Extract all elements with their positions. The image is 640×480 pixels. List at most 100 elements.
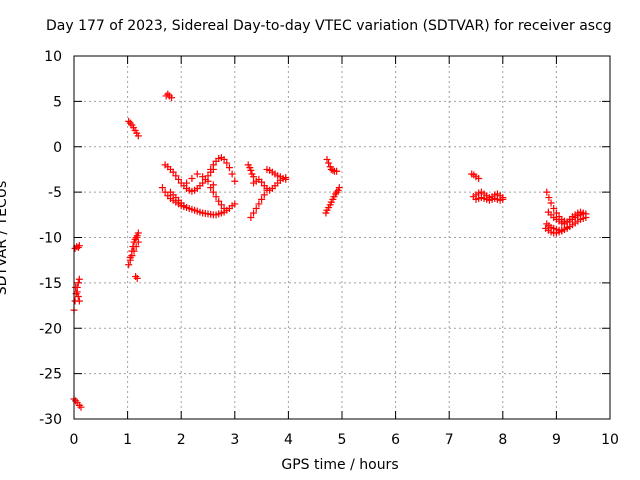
data-point xyxy=(545,194,553,202)
data-point xyxy=(250,173,258,181)
data-point xyxy=(543,188,551,196)
data-point xyxy=(325,159,333,167)
data-point xyxy=(175,175,183,183)
data-point xyxy=(323,155,331,163)
series-arc-12 xyxy=(207,154,239,185)
data-point xyxy=(199,173,207,181)
data-point xyxy=(335,184,343,192)
data-point xyxy=(75,242,83,250)
data-point xyxy=(260,191,268,199)
data-point xyxy=(75,275,83,283)
data-point xyxy=(183,179,191,187)
x-tick-label: 10 xyxy=(601,432,619,448)
data-point xyxy=(475,175,483,183)
data-point xyxy=(126,119,134,127)
data-point xyxy=(168,94,176,102)
data-point xyxy=(133,274,141,282)
y-tick-label: -25 xyxy=(39,367,62,383)
data-point xyxy=(220,155,228,163)
data-point xyxy=(77,403,85,411)
data-point xyxy=(164,90,172,98)
data-point xyxy=(563,224,571,232)
data-point xyxy=(74,243,82,251)
data-point xyxy=(180,202,188,210)
data-points xyxy=(70,90,590,411)
series-arc-03 xyxy=(72,283,83,305)
data-point xyxy=(72,397,80,405)
series-arc-27 xyxy=(544,208,587,228)
data-point xyxy=(258,195,266,203)
data-point xyxy=(193,170,201,178)
data-point xyxy=(204,177,212,185)
series-arc-21 xyxy=(323,155,341,175)
series-arc-14 xyxy=(207,184,228,212)
data-point xyxy=(220,204,228,212)
y-tick-label: 5 xyxy=(53,94,62,110)
x-tick-label: 8 xyxy=(498,432,507,448)
data-point xyxy=(209,188,217,196)
x-tick-label: 1 xyxy=(123,432,132,448)
y-tick-label: -15 xyxy=(39,276,62,292)
data-point xyxy=(130,247,138,255)
x-tick-label: 9 xyxy=(552,432,561,448)
data-point xyxy=(207,184,215,192)
y-tick-label: -30 xyxy=(39,412,62,428)
x-tick-label: 2 xyxy=(177,432,186,448)
grid-lines xyxy=(74,56,610,419)
data-point xyxy=(552,209,560,217)
series-arc-16 xyxy=(244,161,258,181)
y-tick-label: -5 xyxy=(48,185,62,201)
data-point xyxy=(199,179,207,187)
data-point xyxy=(209,161,217,169)
series-arc-15 xyxy=(166,188,188,210)
x-tick-label: 4 xyxy=(284,432,293,448)
data-point xyxy=(247,166,255,174)
y-tick-label: 0 xyxy=(53,140,62,156)
data-point xyxy=(134,238,142,246)
data-point xyxy=(132,243,140,251)
data-point xyxy=(132,273,140,281)
series-arc-07 xyxy=(126,238,142,264)
data-point xyxy=(169,168,177,176)
data-point xyxy=(231,200,239,208)
x-tick-label: 3 xyxy=(230,432,239,448)
data-point xyxy=(217,201,225,209)
data-point xyxy=(223,159,231,167)
x-tick-label: 0 xyxy=(70,432,79,448)
series-arc-05 xyxy=(125,117,142,140)
axis-ticks: 0 1 2 3 4 5 6 7 8 9 10 10 5 0 -5 -10 -15 -20 -25 -30 xyxy=(39,49,619,448)
data-point xyxy=(215,197,223,205)
data-point xyxy=(134,132,142,140)
data-point xyxy=(75,297,83,305)
data-point xyxy=(582,214,590,222)
data-point xyxy=(74,292,82,300)
y-tick-label: -10 xyxy=(39,231,62,247)
series-arc-19 xyxy=(263,165,290,183)
data-point xyxy=(547,199,555,207)
x-tick-label: 7 xyxy=(445,432,454,448)
data-point xyxy=(282,175,290,183)
data-point xyxy=(125,117,133,125)
data-point xyxy=(72,283,80,291)
series-arc-24 xyxy=(472,194,507,204)
data-point xyxy=(550,204,558,212)
series-arc-25 xyxy=(543,188,590,226)
data-point xyxy=(126,256,134,264)
plot-frame xyxy=(73,55,611,420)
x-tick-label: 5 xyxy=(338,432,347,448)
series-arc-17 xyxy=(247,186,271,222)
data-point xyxy=(128,252,136,260)
x-axis-label: GPS time / hours xyxy=(281,457,399,473)
series-arc-22 xyxy=(468,170,483,183)
data-point xyxy=(333,167,341,175)
data-point xyxy=(228,170,236,178)
series-arc-04 xyxy=(70,395,85,411)
series-arc-28 xyxy=(542,224,571,237)
data-point xyxy=(158,184,166,192)
data-point xyxy=(73,288,81,296)
series-arc-18 xyxy=(250,174,290,194)
data-point xyxy=(252,204,260,212)
series-arc-08 xyxy=(132,273,141,282)
y-tick-label: -20 xyxy=(39,321,62,337)
